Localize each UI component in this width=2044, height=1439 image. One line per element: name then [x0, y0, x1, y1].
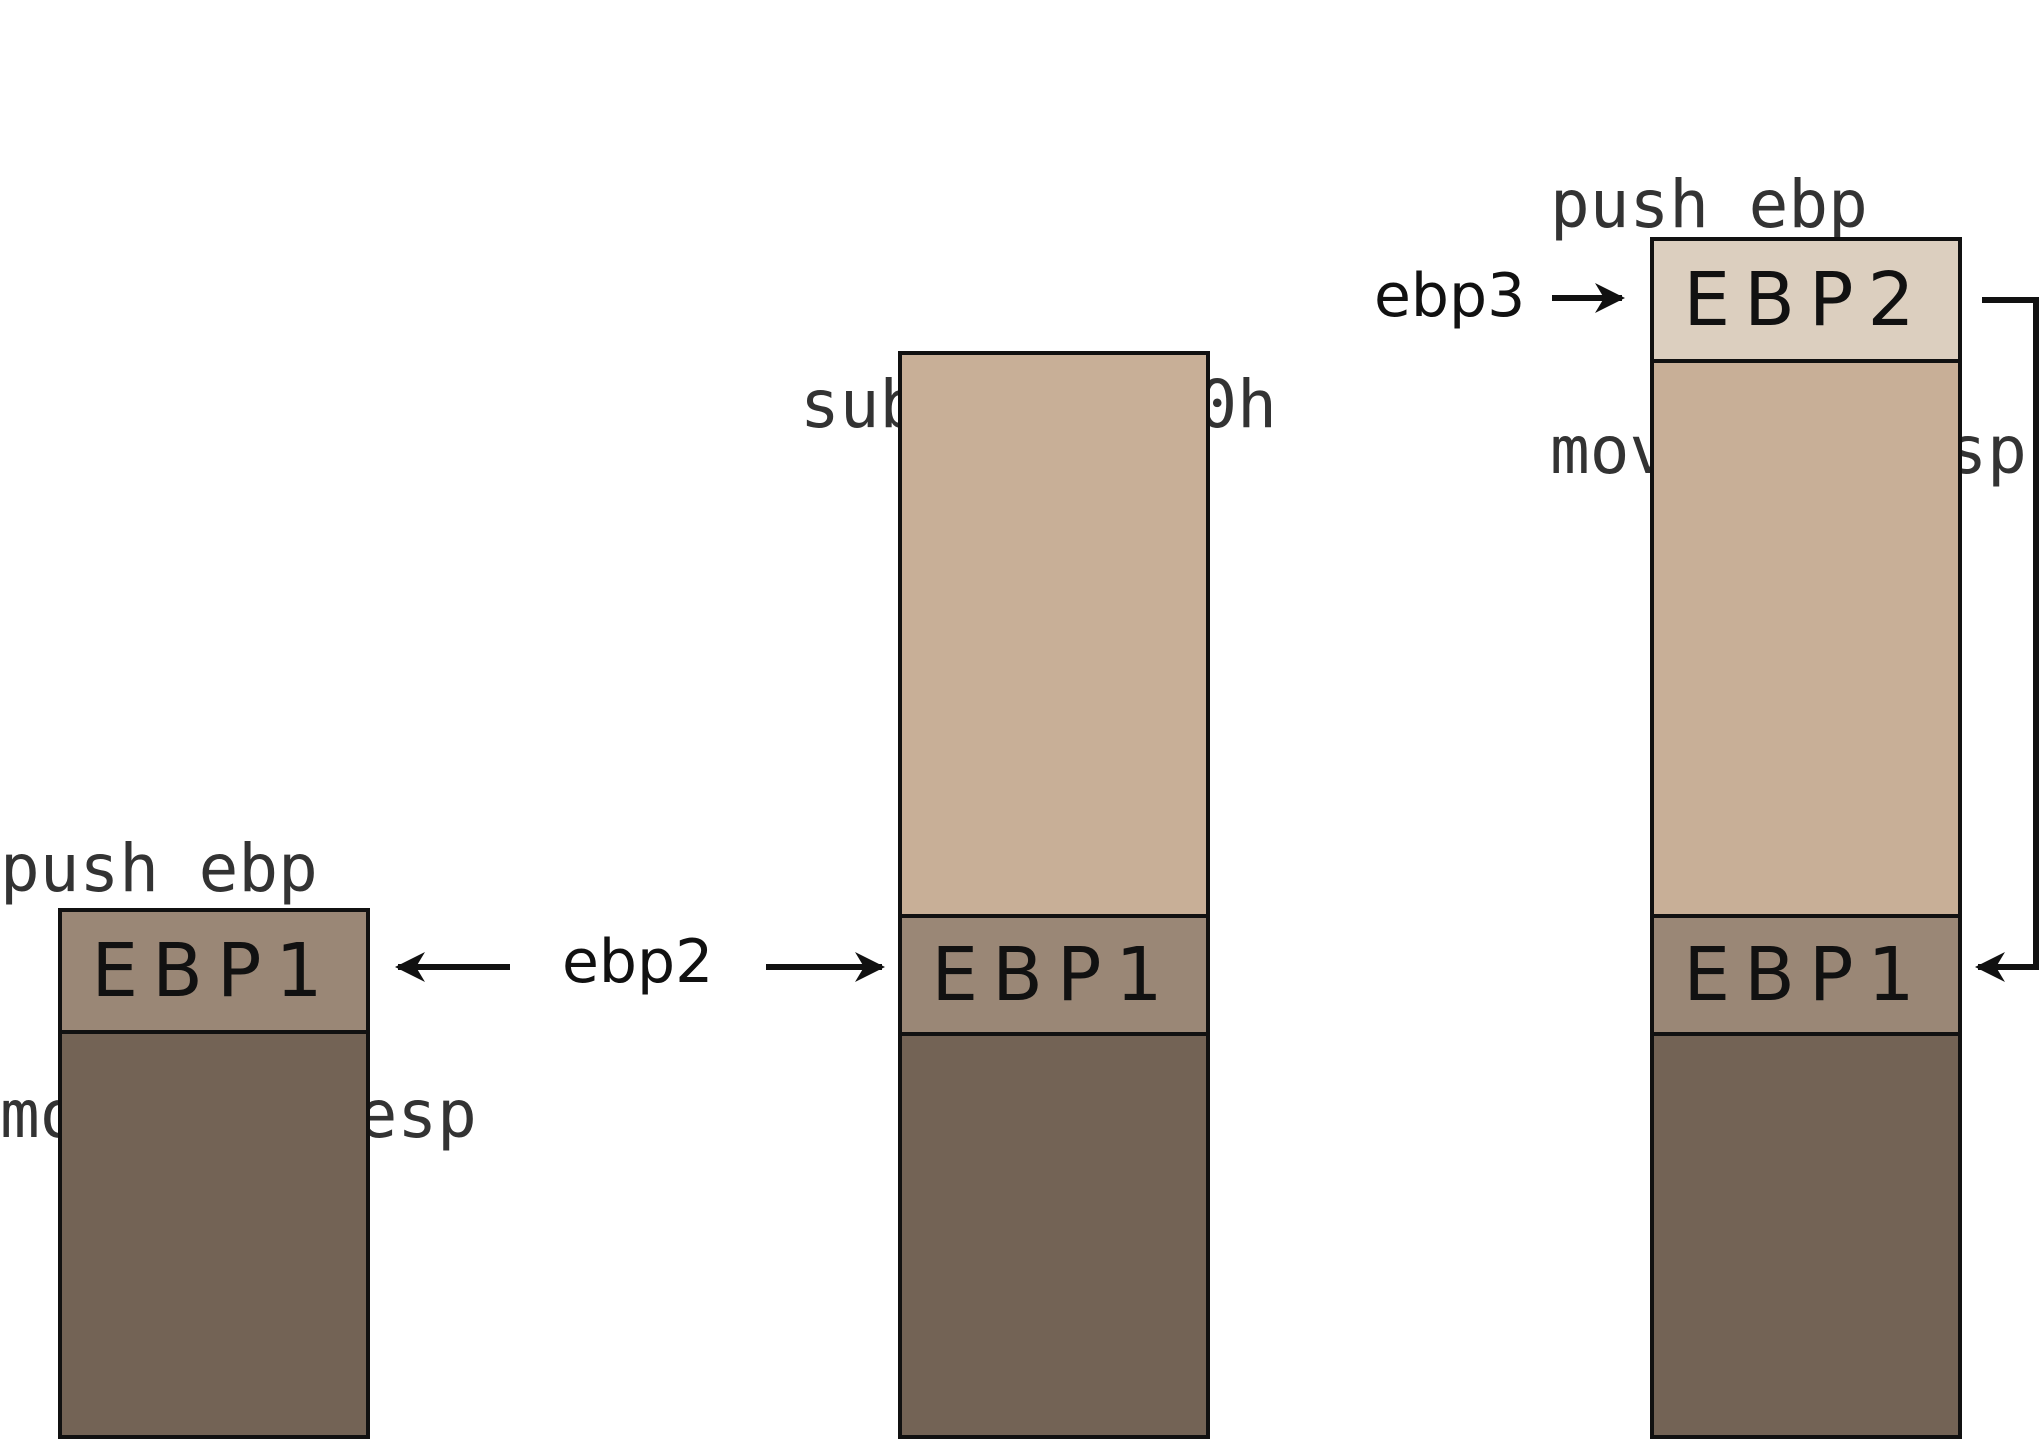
- stage3-saved-ebp1-cell: EBP1: [1654, 914, 1958, 1032]
- stage2-caller-frame-cell: [902, 1032, 1206, 1435]
- stage1-saved-ebp1-label: EBP1: [91, 928, 337, 1014]
- stage1-caller-frame-cell: [62, 1030, 366, 1435]
- stage2-saved-ebp1-cell: EBP1: [902, 914, 1206, 1032]
- stage2-locals-cell: [902, 355, 1206, 914]
- stage3-caller-frame-cell: [1654, 1032, 1958, 1435]
- stage3-stack: EBP2 EBP1: [1650, 237, 1962, 1439]
- stage3-code-line-1: push ebp: [1550, 166, 1868, 243]
- ebp3-pointer-label: ebp3: [1374, 261, 1526, 331]
- stage2-saved-ebp1-label: EBP1: [931, 932, 1177, 1018]
- stage1-stack: EBP1: [58, 908, 370, 1439]
- stage3-locals-cell: [1654, 359, 1958, 914]
- stage3-saved-ebp2-label: EBP2: [1683, 257, 1929, 343]
- stage3-saved-ebp2-cell: EBP2: [1654, 241, 1958, 359]
- stage1-saved-ebp1-cell: EBP1: [62, 912, 366, 1030]
- saved-ebp-link-arrow: [1975, 297, 2039, 982]
- stage2-stack: EBP1: [898, 351, 1210, 1439]
- stage3-saved-ebp1-label: EBP1: [1683, 932, 1929, 1018]
- stage1-code-line-1: push ebp: [0, 830, 318, 907]
- ebp2-pointer-label: ebp2: [562, 927, 714, 997]
